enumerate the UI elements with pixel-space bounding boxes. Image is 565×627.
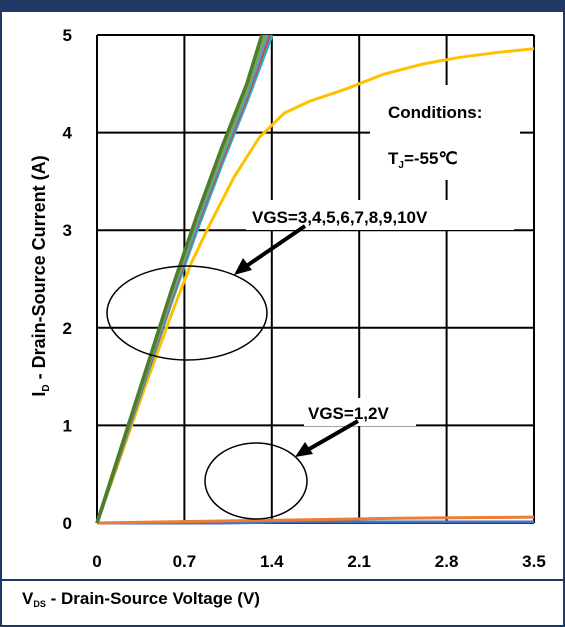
x-axis-label: VDS - Drain-Source Voltage (V) (22, 589, 260, 609)
x-tick-label: 3.5 (522, 552, 546, 571)
y-tick-label: 5 (63, 26, 72, 45)
vgs-high-label: VGS=3,4,5,6,7,8,9,10V (252, 208, 428, 227)
x-tick-label: 2.1 (347, 552, 371, 571)
y-tick-label: 0 (63, 514, 72, 533)
x-tick-label: 0 (92, 552, 101, 571)
vgs-low-ellipse (204, 442, 308, 520)
conditions-box (370, 85, 520, 180)
y-tick-label: 4 (63, 124, 73, 143)
x-tick-labels: 0 0.7 1.4 2.1 2.8 3.5 (92, 552, 546, 571)
vgs-low-arrow-head (295, 442, 313, 457)
y-tick-label: 2 (63, 319, 72, 338)
series-line-vgs-low (96, 515, 535, 525)
vgs-high-label-bg (246, 200, 514, 230)
series-line-vgs-3 (95, 47, 535, 524)
chart-svg: 0 0.7 1.4 2.1 2.8 3.5 0 1 2 3 4 5 ID - Drain-Sourc… (29, 26, 546, 571)
x-tick-label: 0.7 (173, 552, 197, 571)
x-tick-label: 1.4 (260, 552, 284, 571)
vgs-high-arrow-shaft (240, 224, 307, 271)
conditions-title: Conditions: (388, 103, 482, 122)
y-tick-labels: 0 1 2 3 4 5 (63, 26, 73, 533)
y-tick-label: 3 (63, 221, 72, 240)
x-tick-label: 2.8 (435, 552, 459, 571)
vgs-low-label: VGS=1,2V (308, 404, 389, 423)
title-bar (0, 0, 565, 12)
vgs-low-label-bg (304, 398, 416, 426)
vgs-high-arrow-head (234, 258, 252, 275)
y-axis-label: ID - Drain-Source Current (A) (29, 155, 52, 396)
vgs-high-ellipse (106, 265, 268, 361)
series-line-vgs-high (95, 34, 264, 524)
y-tick-label: 1 (63, 416, 72, 435)
xlabel-divider (0, 579, 565, 581)
vgs-low-arrow-shaft (303, 419, 359, 454)
tj-condition: TJ=-55℃ (388, 149, 458, 171)
